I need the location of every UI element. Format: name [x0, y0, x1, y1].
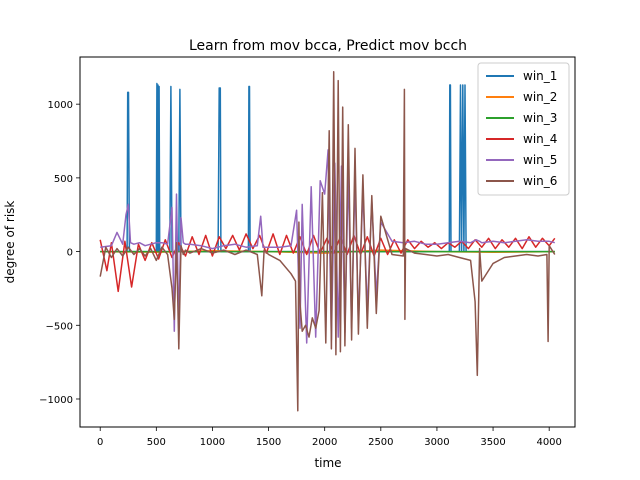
- legend-label-win-3: win_3: [523, 111, 557, 125]
- series-line-win-5: [100, 149, 555, 344]
- y-tick-label: 500: [54, 174, 73, 185]
- x-tick-label: 1500: [256, 437, 281, 448]
- y-tick-label: 1000: [48, 100, 73, 111]
- y-axis-label: degree of risk: [3, 201, 17, 284]
- legend-label-win-5: win_5: [523, 153, 557, 167]
- x-tick-label: 0: [97, 437, 103, 448]
- legend-label-win-1: win_1: [523, 69, 557, 83]
- legend-label-win-4: win_4: [523, 132, 557, 146]
- x-tick-label: 3500: [480, 437, 505, 448]
- series-layer: [99, 70, 556, 412]
- x-tick-label: 1000: [200, 437, 225, 448]
- legend-label-win-6: win_6: [523, 174, 557, 188]
- x-axis-label: time: [314, 456, 341, 470]
- legend: win_1 win_2 win_3 win_4 win_5 win_6: [477, 62, 570, 196]
- x-tick-label: 500: [147, 437, 166, 448]
- plot-frame: [79, 56, 576, 428]
- y-tick-label: −1000: [39, 395, 73, 406]
- legend-label-win-2: win_2: [523, 90, 557, 104]
- series-line-win-1: [100, 82, 555, 253]
- x-tick-label: 4000: [536, 437, 561, 448]
- series-line-win-6: [99, 70, 556, 412]
- chart-title: Learn from mov bcca, Predict mov bcch: [189, 38, 467, 54]
- x-axis: 0 500 1000 1500 2000 2500 3000 3500 4000: [97, 427, 562, 448]
- x-tick-label: 2500: [368, 437, 393, 448]
- y-tick-label: −500: [46, 321, 73, 332]
- x-tick-label: 3000: [424, 437, 449, 448]
- y-tick-label: 0: [67, 248, 73, 259]
- x-tick-label: 2000: [312, 437, 337, 448]
- y-axis: −1000 −500 0 500 1000: [39, 100, 80, 406]
